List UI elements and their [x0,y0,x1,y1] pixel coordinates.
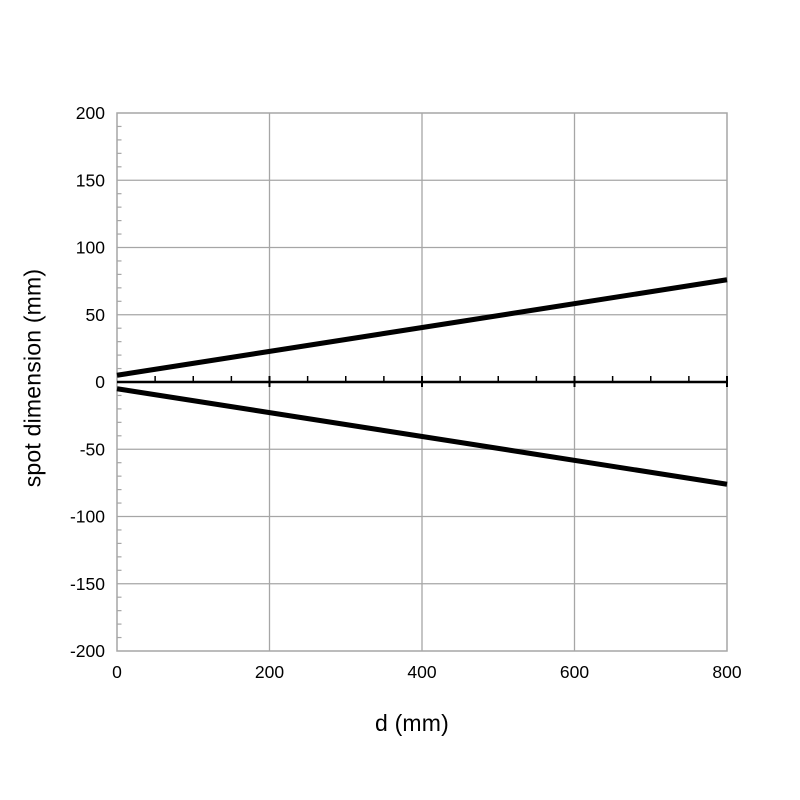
series-line-lower-spot-edge [116,386,728,487]
y-tick-label: -100 [70,507,105,527]
y-axis-title: spot dimension (mm) [19,268,46,488]
y-tick-label: -200 [70,641,105,661]
y-tick-label: 0 [95,372,105,392]
x-axis-title: d (mm) [374,710,450,736]
y-tick-label: 100 [76,238,105,258]
series-line-upper-spot-edge [116,277,728,378]
x-tick-label: 0 [112,662,122,682]
y-tick-label: -150 [70,574,105,594]
y-tick-label: -50 [80,439,106,459]
x-tick-label: 600 [560,662,589,682]
y-tick-label: 200 [76,103,105,123]
y-tick-label: 50 [86,305,106,325]
x-tick-label: 800 [712,662,741,682]
y-tick-label: 150 [76,170,105,190]
x-tick-label: 200 [255,662,284,682]
x-tick-label: 400 [407,662,436,682]
